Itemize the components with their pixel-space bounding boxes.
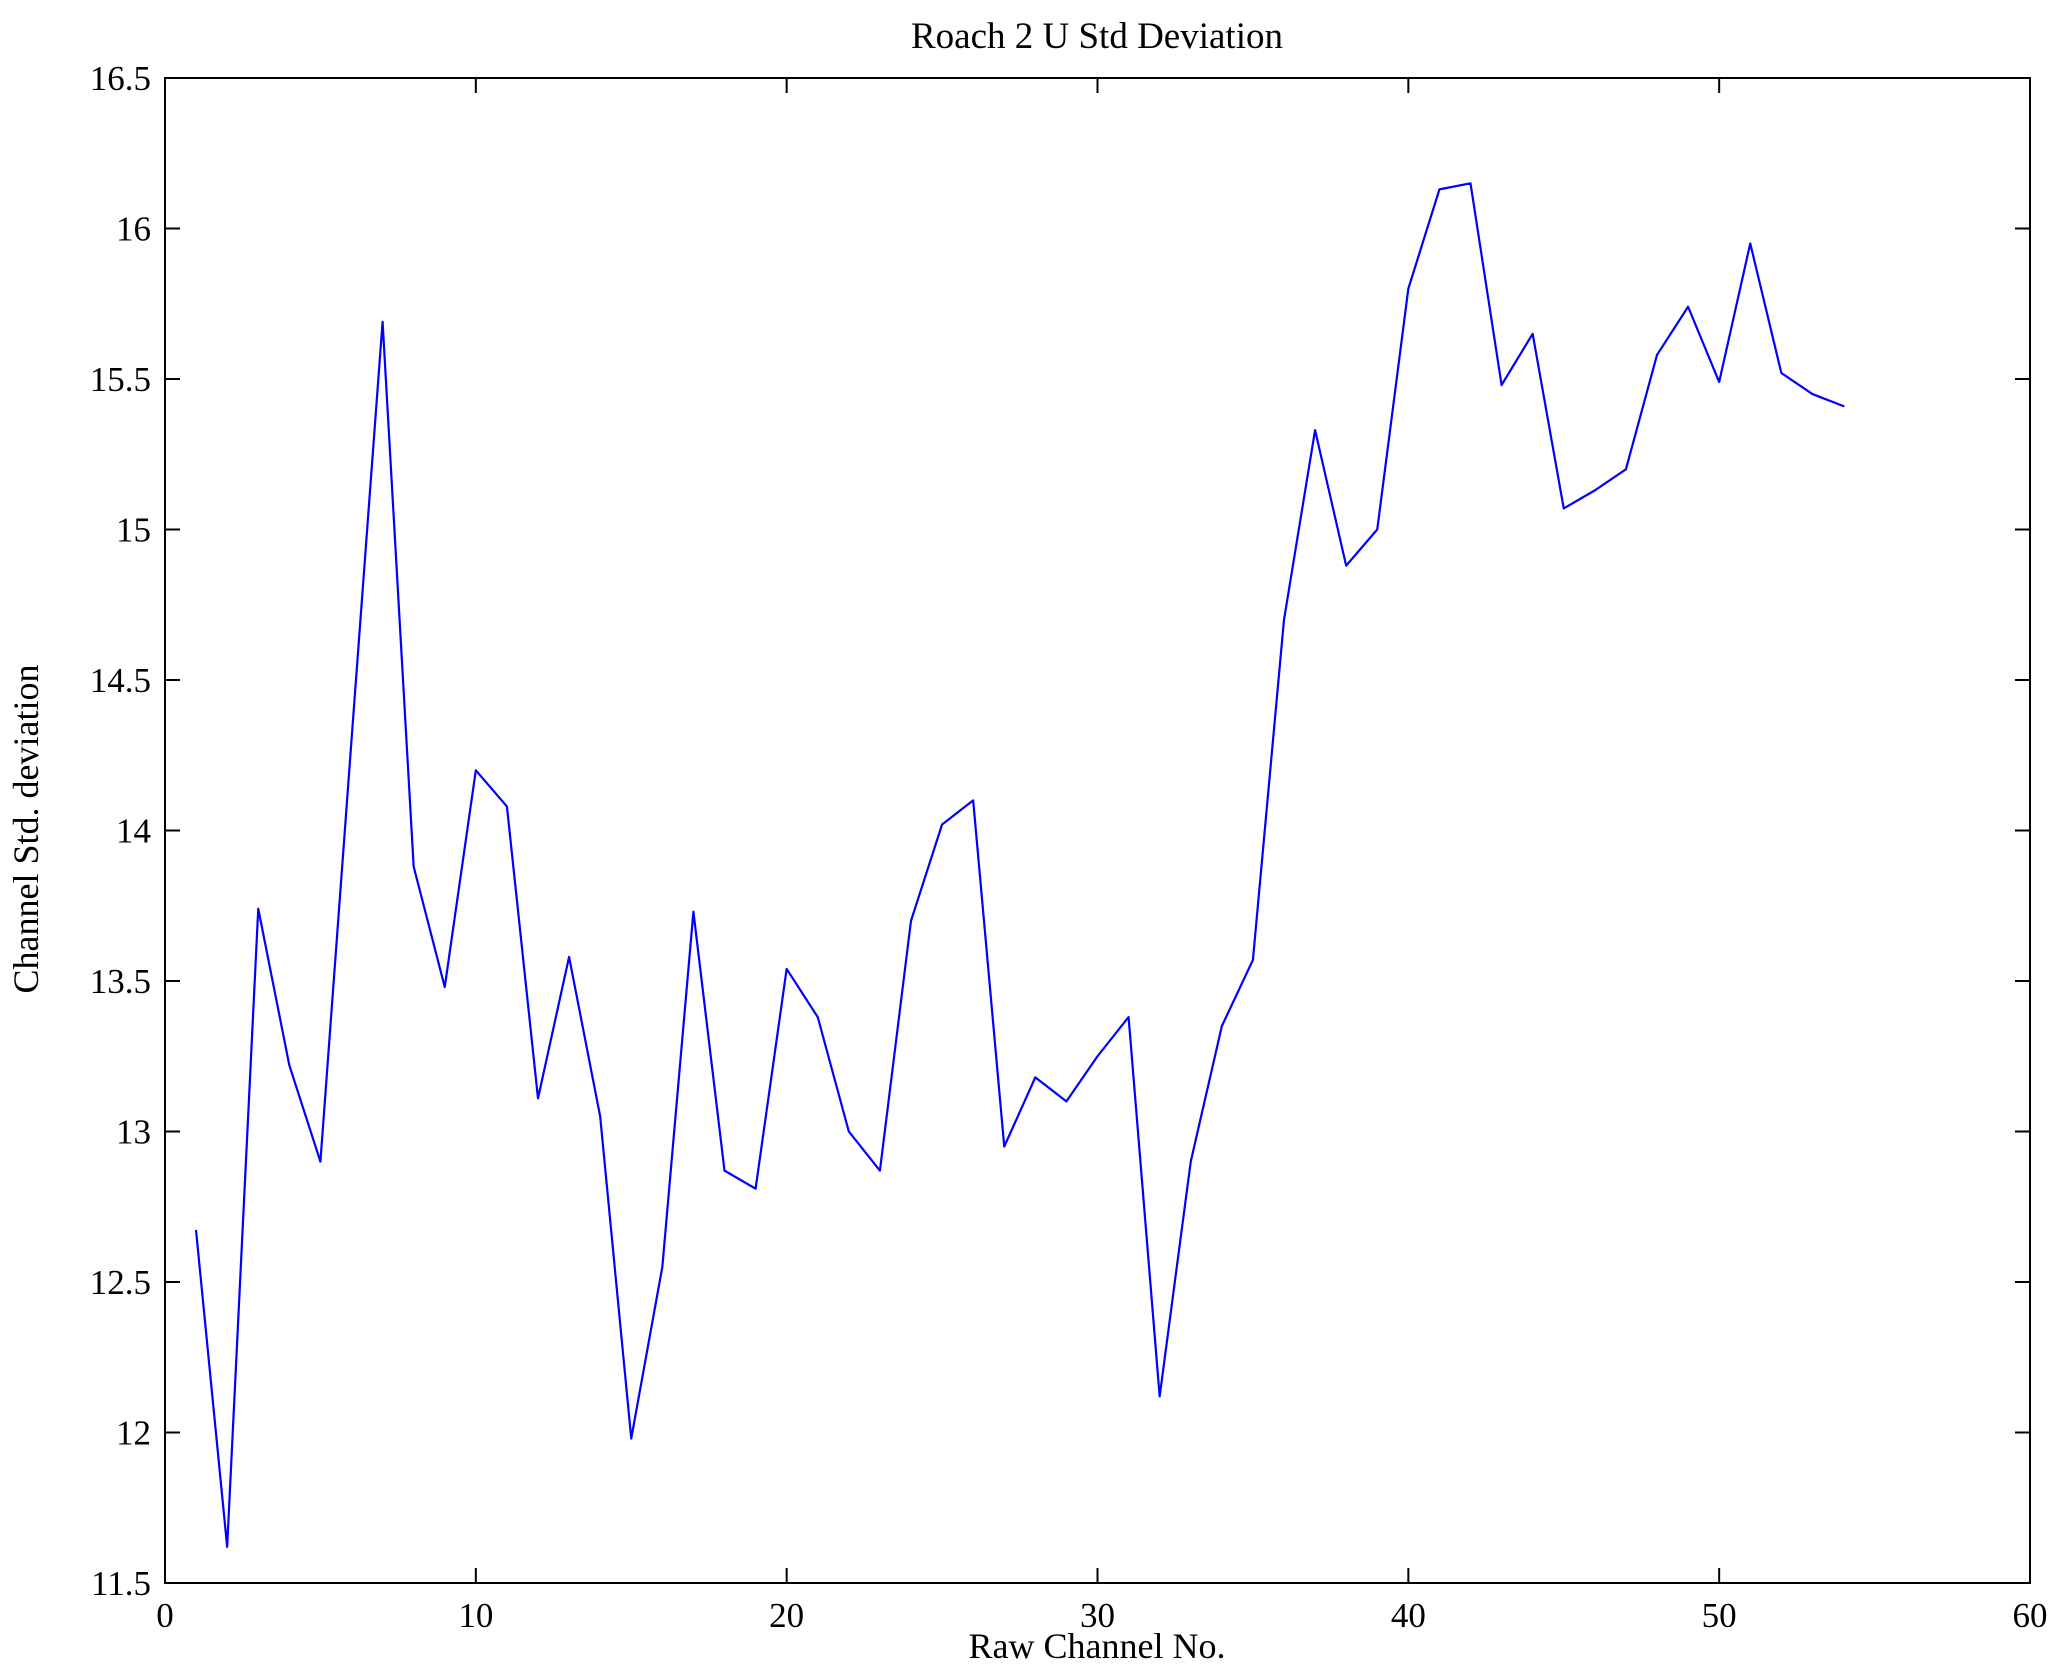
- x-tick-label: 0: [156, 1596, 174, 1635]
- x-tick-label: 40: [1391, 1596, 1426, 1635]
- data-line: [194, 182, 1845, 1548]
- y-tick-label: 16.5: [90, 59, 151, 98]
- y-tick-label: 14: [116, 812, 151, 851]
- plot-area: 0 10 20 30 40 50 60 11.5 12 12.5 13 13.5 14 14.5 15 15.…: [90, 59, 2048, 1635]
- y-tick-label: 13: [116, 1113, 151, 1152]
- x-tick-label: 30: [1080, 1596, 1115, 1635]
- y-tick-label: 11.5: [91, 1564, 151, 1603]
- x-tick-label: 10: [458, 1596, 493, 1635]
- x-axis-label: Raw Channel No.: [969, 1626, 1226, 1666]
- y-tick-label: 12: [116, 1414, 151, 1453]
- x-tick-label: 20: [769, 1596, 804, 1635]
- y-tick-label: 15: [116, 511, 151, 550]
- x-tick-label: 60: [2013, 1596, 2048, 1635]
- y-tick-label: 16: [116, 210, 151, 249]
- axes-box: [164, 77, 2031, 1584]
- y-tick-label: 12.5: [90, 1263, 151, 1302]
- y-tick-label: 15.5: [90, 360, 151, 399]
- y-tick-label: 14.5: [90, 661, 151, 700]
- y-tick-label: 13.5: [90, 962, 151, 1001]
- x-tick-label: 50: [1702, 1596, 1737, 1635]
- y-axis-label: Channel Std. deviation: [6, 665, 46, 994]
- chart-title: Roach 2 U Std Deviation: [911, 16, 1283, 57]
